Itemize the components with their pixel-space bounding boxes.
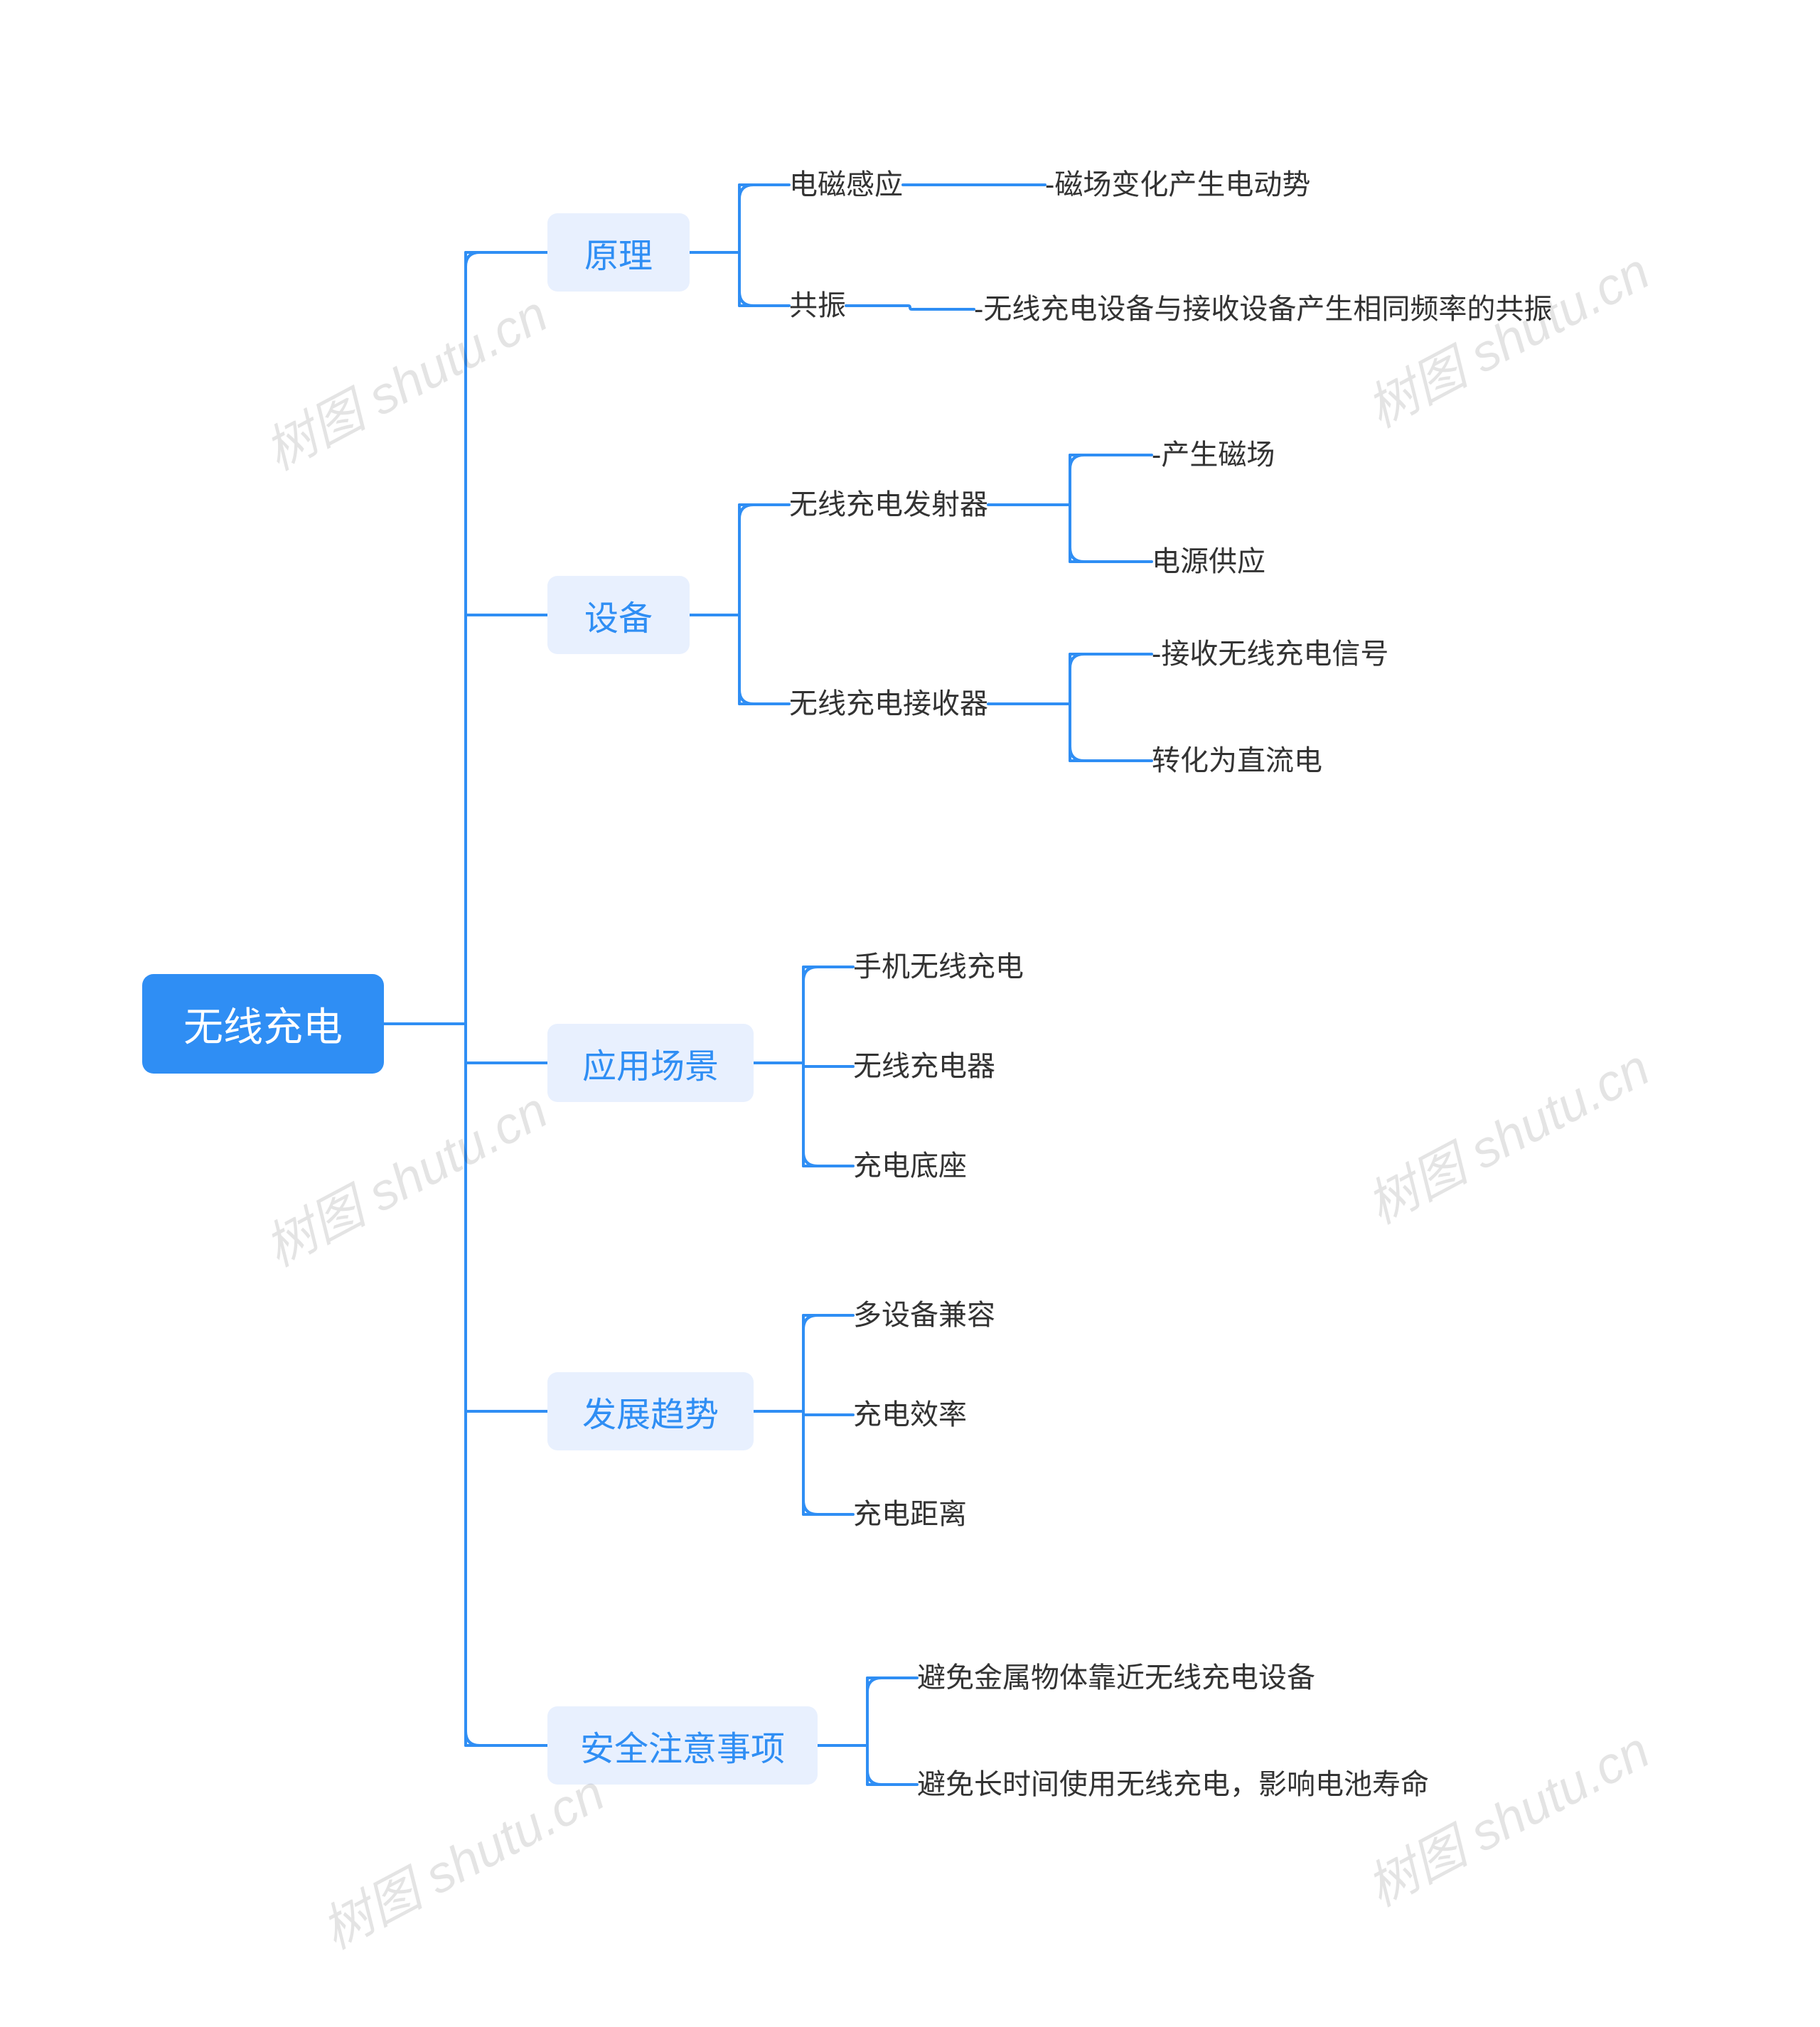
leaf-resonance-detail[interactable]: -无线充电设备与接收设备产生相同频率的共振	[974, 270, 1552, 348]
leaf-safety-longuse[interactable]: 避免长时间使用无线充电，影响电池寿命	[917, 1763, 1429, 1806]
leaf-phone-charging[interactable]: 手机无线充电	[853, 946, 1024, 988]
branch-safety[interactable]: 安全注意事项	[547, 1706, 818, 1785]
root-node[interactable]: 无线充电	[142, 974, 384, 1074]
leaf-multi-compat[interactable]: 多设备兼容	[853, 1294, 995, 1337]
leaf-safety-metal[interactable]: 避免金属物体靠近无线充电设备	[917, 1657, 1315, 1699]
leaf-receiver[interactable]: 无线充电接收器	[789, 683, 988, 725]
leaf-em-induction-detail[interactable]: -磁场变化产生电动势	[1045, 164, 1310, 206]
leaf-receiver-signal[interactable]: -接收无线充电信号	[1152, 633, 1388, 675]
leaf-receiver-dc[interactable]: 转化为直流电	[1152, 739, 1322, 782]
leaf-transmitter-field[interactable]: -产生磁场	[1152, 434, 1275, 476]
branch-trend[interactable]: 发展趋势	[547, 1372, 754, 1450]
watermark: 树图 shutu.cn	[250, 1069, 558, 1280]
watermark: 树图 shutu.cn	[1351, 1027, 1660, 1238]
leaf-wireless-charger[interactable]: 无线充电器	[853, 1045, 995, 1088]
branch-principle[interactable]: 原理	[547, 213, 690, 292]
watermark: 树图 shutu.cn	[1351, 1709, 1660, 1920]
branch-usecase[interactable]: 应用场景	[547, 1024, 754, 1102]
branch-device[interactable]: 设备	[547, 576, 690, 654]
leaf-charging-dock[interactable]: 充电底座	[853, 1145, 967, 1187]
leaf-efficiency[interactable]: 充电效率	[853, 1394, 967, 1436]
leaf-transmitter[interactable]: 无线充电发射器	[789, 483, 988, 526]
leaf-transmitter-power[interactable]: 电源供应	[1152, 540, 1265, 583]
watermark: 树图 shutu.cn	[250, 273, 558, 484]
leaf-resonance[interactable]: 共振	[789, 284, 846, 327]
leaf-distance[interactable]: 充电距离	[853, 1493, 967, 1536]
leaf-em-induction[interactable]: 电磁感应	[789, 164, 903, 206]
